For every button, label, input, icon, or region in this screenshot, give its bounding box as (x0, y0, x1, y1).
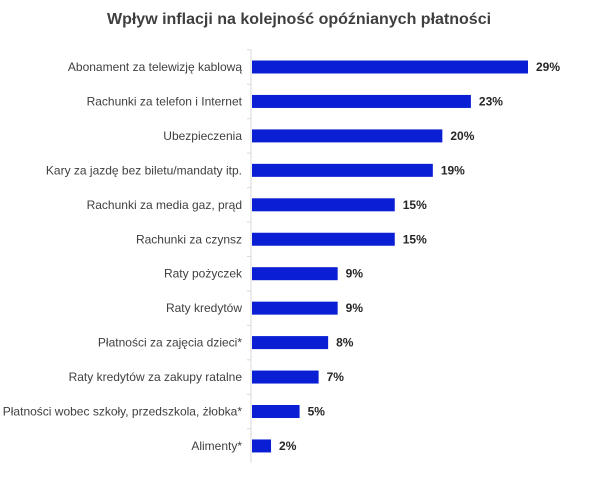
bar (252, 94, 471, 108)
bar (252, 370, 319, 384)
category-label: Rachunki za telefon i Internet (87, 94, 243, 108)
bar (252, 336, 329, 350)
category-label: Ubezpieczenia (163, 129, 242, 143)
value-label: 9% (346, 267, 364, 281)
bar (252, 439, 272, 453)
bar (252, 198, 395, 212)
bar (252, 163, 433, 177)
category-label: Raty kredytów (166, 301, 242, 315)
bar (252, 60, 528, 74)
category-label: Płatności wobec szkoły, przedszkola, żło… (3, 405, 243, 419)
category-label: Abonament za telewizję kablową (68, 60, 242, 74)
value-label: 15% (403, 232, 427, 246)
value-label: 29% (536, 60, 560, 74)
value-label: 7% (327, 370, 345, 384)
value-label: 23% (479, 94, 503, 108)
value-label: 20% (450, 129, 474, 143)
value-label: 5% (308, 405, 326, 419)
category-label: Raty pożyczek (164, 267, 243, 281)
category-label: Płatności za zajęcia dzieci* (98, 336, 242, 350)
bar (252, 301, 338, 315)
category-label: Alimenty* (191, 439, 242, 453)
bar (252, 267, 338, 281)
category-label: Rachunki za czynsz (136, 232, 242, 246)
category-label: Raty kredytów za zakupy ratalne (69, 370, 243, 384)
chart-title: Wpływ inflacji na kolejność opóźnianych … (106, 11, 492, 28)
bar (252, 129, 443, 143)
value-label: 2% (279, 439, 297, 453)
category-label: Kary za jazdę bez biletu/mandaty itp. (46, 163, 242, 177)
value-label: 9% (346, 301, 364, 315)
value-label: 19% (441, 163, 465, 177)
bar (252, 232, 395, 246)
bar (252, 405, 300, 418)
value-label: 15% (403, 198, 427, 212)
value-label: 8% (336, 336, 354, 350)
category-label: Rachunki za media gaz, prąd (87, 198, 242, 212)
